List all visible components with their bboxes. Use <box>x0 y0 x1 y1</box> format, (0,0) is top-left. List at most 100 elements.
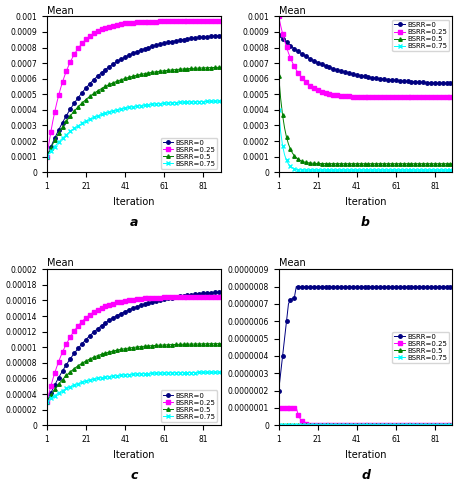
BSRR=0.5 <box>420 161 426 167</box>
BSRR=0.5 <box>189 341 194 347</box>
Line: BSRR=0: BSRR=0 <box>277 285 454 392</box>
BSRR=0.25 <box>192 18 198 24</box>
BSRR=0.75 <box>420 167 426 173</box>
BSRR=0.75 <box>165 370 171 376</box>
BSRR=0 <box>450 81 455 87</box>
BSRR=0.75 <box>192 369 198 375</box>
BSRR=0.5 <box>397 422 403 428</box>
Line: BSRR=0: BSRR=0 <box>277 33 454 85</box>
BSRR=0.5 <box>420 422 426 428</box>
BSRR=0.75 <box>397 167 403 173</box>
BSRR=0 <box>68 106 73 112</box>
BSRR=0 <box>420 79 426 85</box>
Line: BSRR=0.25: BSRR=0.25 <box>45 19 223 158</box>
X-axis label: Iteration: Iteration <box>113 197 154 207</box>
BSRR=0 <box>210 290 216 296</box>
BSRR=0.75 <box>68 128 73 134</box>
BSRR=0.75 <box>424 422 430 428</box>
BSRR=0 <box>329 65 334 71</box>
BSRR=0.75 <box>329 422 334 428</box>
BSRR=0.25 <box>97 27 102 33</box>
X-axis label: Iteration: Iteration <box>345 197 386 207</box>
BSRR=0.25 <box>68 334 73 340</box>
BSRR=0.75 <box>218 98 224 104</box>
BSRR=0.25 <box>189 294 194 300</box>
BSRR=0.5 <box>276 422 282 428</box>
BSRR=0.25 <box>424 94 430 100</box>
BSRR=0 <box>426 284 432 290</box>
BSRR=0.25 <box>276 405 282 411</box>
BSRR=0.75 <box>442 167 447 173</box>
BSRR=0.25 <box>44 154 49 159</box>
BSRR=0.75 <box>448 167 453 173</box>
BSRR=0.25 <box>397 422 403 428</box>
BSRR=0.5 <box>442 161 447 167</box>
BSRR=0.75 <box>189 99 194 105</box>
BSRR=0.5 <box>442 422 447 428</box>
BSRR=0.25 <box>192 294 198 300</box>
Text: a: a <box>130 216 138 229</box>
BSRR=0.5 <box>450 422 455 428</box>
BSRR=0 <box>44 154 49 159</box>
BSRR=0.25 <box>300 75 305 81</box>
BSRR=0.5 <box>329 422 334 428</box>
BSRR=0 <box>276 32 282 38</box>
BSRR=0 <box>397 78 403 84</box>
BSRR=0.25 <box>420 94 426 100</box>
BSRR=0 <box>301 284 307 290</box>
BSRR=0.5 <box>424 422 430 428</box>
BSRR=0.25 <box>165 294 171 300</box>
BSRR=0.25 <box>68 59 73 65</box>
BSRR=0 <box>189 292 194 298</box>
Line: BSRR=0: BSRR=0 <box>45 290 223 403</box>
BSRR=0 <box>331 284 336 290</box>
BSRR=0.5 <box>68 113 73 119</box>
Legend: BSRR=0, BSRR=0.25, BSRR=0.5, BSRR=0.75: BSRR=0, BSRR=0.25, BSRR=0.5, BSRR=0.75 <box>393 332 449 363</box>
BSRR=0.5 <box>276 73 282 79</box>
BSRR=0 <box>424 80 430 86</box>
BSRR=0.5 <box>165 342 171 348</box>
BSRR=0.75 <box>44 154 49 159</box>
BSRR=0 <box>294 284 299 290</box>
BSRR=0.25 <box>189 18 194 24</box>
Line: BSRR=0.5: BSRR=0.5 <box>45 342 223 403</box>
BSRR=0.25 <box>44 399 49 405</box>
BSRR=0.75 <box>424 167 430 173</box>
Line: BSRR=0.25: BSRR=0.25 <box>277 15 454 99</box>
BSRR=0.75 <box>450 422 455 428</box>
BSRR=0 <box>444 284 449 290</box>
BSRR=0.75 <box>210 369 216 375</box>
BSRR=0.75 <box>210 98 216 104</box>
Line: BSRR=0.5: BSRR=0.5 <box>277 423 454 427</box>
BSRR=0.5 <box>397 161 403 167</box>
BSRR=0.25 <box>165 18 171 24</box>
BSRR=0 <box>165 39 171 45</box>
BSRR=0.5 <box>44 154 49 159</box>
BSRR=0.25 <box>450 422 455 428</box>
BSRR=0.5 <box>300 158 305 164</box>
BSRR=0 <box>210 33 216 39</box>
BSRR=0 <box>450 284 455 290</box>
BSRR=0 <box>399 284 404 290</box>
BSRR=0.75 <box>276 107 282 113</box>
BSRR=0.75 <box>218 369 224 375</box>
Line: BSRR=0.75: BSRR=0.75 <box>277 424 454 427</box>
BSRR=0 <box>442 80 447 86</box>
BSRR=0.25 <box>450 94 455 100</box>
BSRR=0.5 <box>68 369 73 375</box>
BSRR=0.25 <box>210 294 216 300</box>
BSRR=0.25 <box>218 294 224 300</box>
BSRR=0.5 <box>97 87 102 92</box>
BSRR=0.5 <box>424 161 430 167</box>
Line: BSRR=0.5: BSRR=0.5 <box>45 65 223 158</box>
BSRR=0.75 <box>189 369 194 375</box>
BSRR=0 <box>192 35 198 41</box>
BSRR=0 <box>97 324 102 330</box>
BSRR=0.75 <box>397 422 403 428</box>
Text: Mean: Mean <box>279 258 305 269</box>
BSRR=0.75 <box>300 422 305 428</box>
Line: BSRR=0.75: BSRR=0.75 <box>45 370 223 403</box>
Line: BSRR=0.25: BSRR=0.25 <box>45 295 223 403</box>
BSRR=0.5 <box>165 67 171 73</box>
Text: b: b <box>361 216 370 229</box>
